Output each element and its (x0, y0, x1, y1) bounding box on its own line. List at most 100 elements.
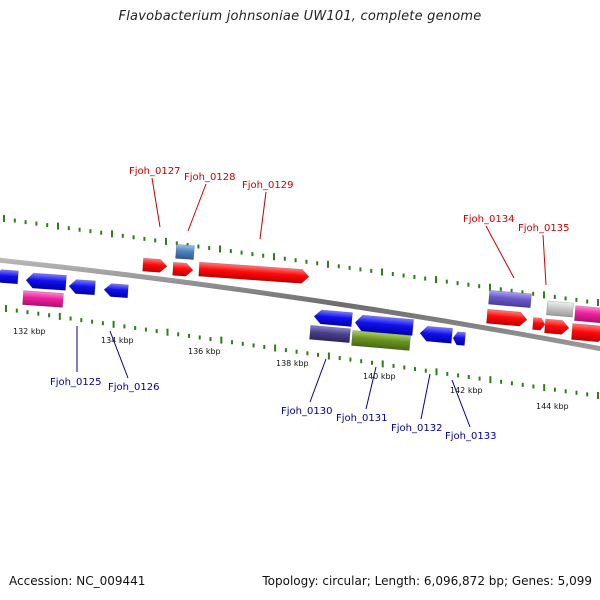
label-leader-line (109, 330, 129, 379)
tick-mark-top (208, 246, 211, 250)
tick-mark-bottom (69, 316, 72, 321)
tick-mark-bottom (91, 319, 94, 324)
tick-mark-top (564, 296, 567, 301)
gene-arrow-fjoh-0132a[interactable] (419, 325, 453, 344)
label-leader-line (542, 234, 547, 286)
tick-mark-bottom (306, 351, 309, 356)
gene-arrow-fjoh-0134[interactable] (486, 308, 528, 327)
tick-mark-top (499, 287, 502, 292)
gene-box-fjoh-0136[interactable] (574, 305, 600, 324)
tick-mark-bottom (575, 390, 578, 395)
gene-label-fjoh-0128[interactable]: Fjoh_0128 (184, 172, 235, 183)
gene-box-fjoh-0130[interactable] (309, 324, 351, 344)
tick-mark-bottom (101, 321, 104, 326)
tick-mark-bottom (327, 352, 330, 360)
gene-box-fjoh-0128[interactable] (175, 244, 195, 260)
gene-label-fjoh-0129[interactable]: Fjoh_0129 (242, 180, 293, 191)
tick-mark-bottom (155, 329, 158, 334)
tick-mark-bottom (338, 356, 341, 360)
gene-arrow-fjoh-0130a[interactable] (313, 309, 353, 327)
tick-mark-bottom (543, 384, 546, 392)
tick-mark-bottom (467, 375, 470, 379)
label-leader-line (420, 373, 431, 420)
tick-mark-bottom (284, 348, 287, 353)
tick-mark-top (121, 233, 124, 238)
tick-mark-top (370, 268, 373, 273)
gene-label-fjoh-0133[interactable]: Fjoh_0133 (445, 431, 496, 442)
tick-mark-bottom (371, 360, 373, 365)
gene-box-fjoh-0135[interactable] (546, 300, 574, 318)
gene-label-fjoh-0135[interactable]: Fjoh_0135 (518, 223, 569, 234)
tick-mark-bottom (177, 332, 180, 337)
tick-mark-top (154, 238, 157, 243)
tick-mark-top (543, 291, 545, 299)
gene-labels: Fjoh_0127 Fjoh_0128 Fjoh_0129 Fjoh_0134 … (50, 166, 569, 442)
gene-arrow-fjoh-0127[interactable] (142, 257, 168, 273)
scale-labels: 132 kbp 134 kbp 136 kbp 138 kbp 140 kbp … (13, 327, 569, 411)
tick-mark-top (78, 227, 81, 232)
gene-box-fjoh-0131[interactable] (351, 330, 411, 351)
tick-mark-top (262, 253, 265, 258)
gene-arrow-fjoh-0128[interactable] (172, 261, 194, 277)
gene-label-fjoh-0127[interactable]: Fjoh_0127 (129, 166, 180, 177)
genome-summary-text: Topology: circular; Length: 6,096,872 bp… (262, 574, 592, 588)
tick-mark-top (273, 253, 275, 261)
tick-mark-bottom (424, 368, 427, 373)
gene-box-fjoh-0134[interactable] (488, 289, 532, 309)
scale-label-132: 132 kbp (13, 327, 46, 336)
tick-mark-bottom (37, 311, 40, 316)
tick-mark-bottom (489, 376, 492, 384)
tick-mark-bottom (392, 363, 395, 368)
tick-mark-top (229, 249, 232, 254)
tick-mark-top (46, 223, 49, 228)
tick-mark-bottom (586, 392, 589, 397)
gene-label-fjoh-0132[interactable]: Fjoh_0132 (391, 423, 442, 434)
gene-label-fjoh-0131[interactable]: Fjoh_0131 (336, 413, 387, 424)
tick-mark-top (219, 245, 221, 253)
gene-arrow-fjoh-0124[interactable] (25, 272, 67, 291)
tick-mark-bottom (295, 349, 298, 354)
tick-mark-top (521, 290, 524, 295)
tick-mark-top (597, 299, 599, 306)
tick-mark-top (402, 273, 405, 278)
gene-arrow-fjoh-0129[interactable] (198, 261, 310, 284)
gene-label-fjoh-0126[interactable]: Fjoh_0126 (108, 382, 159, 393)
gene-label-fjoh-0130[interactable]: Fjoh_0130 (281, 406, 332, 417)
label-leader-line (309, 358, 327, 403)
tick-mark-bottom (553, 387, 556, 392)
tick-mark-top (111, 230, 113, 238)
tick-mark-bottom (123, 324, 126, 329)
gene-arrow-fjoh-0126a[interactable] (103, 283, 129, 299)
tick-mark-top (100, 230, 103, 235)
tick-mark-bottom (15, 308, 18, 313)
tick-mark-top (305, 259, 308, 264)
tick-mark-bottom (457, 373, 460, 378)
tick-mark-bottom (381, 360, 384, 368)
tick-mark-top (359, 267, 362, 272)
tick-mark-bottom (532, 384, 535, 389)
tick-mark-bottom (241, 341, 244, 346)
gene-arrow-fjoh-0136[interactable] (571, 323, 600, 343)
tick-mark-top (478, 284, 481, 289)
tick-mark-top (467, 282, 470, 287)
tick-mark-top (165, 237, 167, 245)
tick-mark-top (348, 265, 351, 270)
gene-arrow-fjoh-0125a[interactable] (68, 279, 96, 296)
tick-mark-top (337, 264, 340, 269)
tick-mark-bottom (144, 327, 147, 332)
gene-arrow-fjoh-0134b[interactable] (532, 317, 546, 331)
gene-arrow-fjoh-0135[interactable] (544, 318, 570, 335)
tick-mark-bottom (252, 343, 255, 348)
gene-label-fjoh-0125[interactable]: Fjoh_0125 (50, 377, 101, 388)
tick-mark-top (316, 261, 319, 266)
gene-arrow-fjoh-0131a[interactable] (354, 314, 414, 336)
gene-label-fjoh-0134[interactable]: Fjoh_0134 (463, 214, 514, 225)
gene-arrow-fjoh-0123[interactable] (0, 269, 19, 285)
tick-mark-top (143, 236, 146, 241)
gene-box-fjoh-0125[interactable] (22, 290, 64, 308)
tick-mark-bottom (274, 344, 277, 352)
gene-arrow-fjoh-0133a[interactable] (452, 331, 466, 346)
tick-mark-top (197, 244, 200, 249)
tick-mark-bottom (80, 318, 83, 323)
tick-mark-bottom (403, 365, 406, 370)
